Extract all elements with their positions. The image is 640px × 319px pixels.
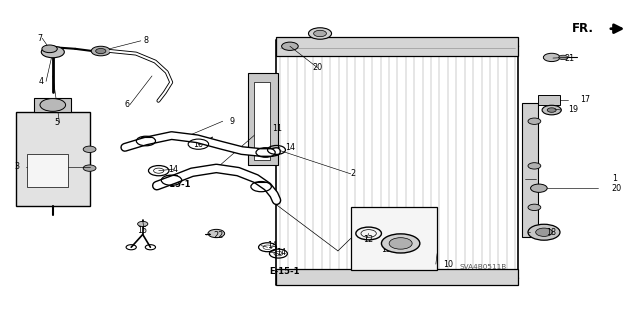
Text: 1: 1 xyxy=(612,174,618,183)
Bar xyxy=(276,37,518,56)
Bar xyxy=(16,112,90,206)
Circle shape xyxy=(208,229,225,238)
Text: 20: 20 xyxy=(312,63,323,72)
Text: 17: 17 xyxy=(580,95,591,104)
Circle shape xyxy=(536,228,552,236)
Circle shape xyxy=(531,184,547,192)
Text: 9: 9 xyxy=(229,117,234,126)
Circle shape xyxy=(40,99,66,111)
Text: 4: 4 xyxy=(38,77,44,86)
Circle shape xyxy=(92,46,110,56)
Text: 14: 14 xyxy=(285,143,295,152)
Circle shape xyxy=(528,224,560,240)
Text: 16: 16 xyxy=(193,140,204,149)
Circle shape xyxy=(559,55,568,60)
Text: 19: 19 xyxy=(568,105,578,114)
Text: 14: 14 xyxy=(276,248,287,256)
Circle shape xyxy=(528,118,541,124)
Text: 18: 18 xyxy=(546,228,556,237)
Text: 8: 8 xyxy=(144,36,149,45)
Circle shape xyxy=(314,30,326,37)
Bar xyxy=(538,95,560,105)
Text: 11: 11 xyxy=(272,124,282,133)
Text: 22: 22 xyxy=(213,231,223,240)
Text: 2: 2 xyxy=(351,169,356,178)
Circle shape xyxy=(282,42,298,50)
Bar xyxy=(254,82,270,160)
Circle shape xyxy=(543,53,560,62)
Circle shape xyxy=(528,163,541,169)
Circle shape xyxy=(528,204,541,211)
Bar xyxy=(27,154,68,187)
Text: 21: 21 xyxy=(564,54,575,63)
Circle shape xyxy=(41,46,65,58)
Bar xyxy=(276,269,518,285)
Text: 10: 10 xyxy=(444,260,454,269)
Text: 14: 14 xyxy=(268,241,278,250)
Circle shape xyxy=(138,221,148,226)
Circle shape xyxy=(308,28,332,39)
Bar xyxy=(351,207,437,270)
Bar xyxy=(522,103,538,237)
Circle shape xyxy=(381,234,420,253)
Text: 20: 20 xyxy=(611,184,621,193)
Text: 7: 7 xyxy=(37,34,42,43)
Text: 6: 6 xyxy=(125,100,130,109)
Circle shape xyxy=(542,105,561,115)
Text: E-15-1: E-15-1 xyxy=(269,267,300,276)
Bar xyxy=(35,98,71,112)
Text: 14: 14 xyxy=(168,165,178,174)
Circle shape xyxy=(42,45,58,53)
Circle shape xyxy=(96,48,106,54)
Text: 3: 3 xyxy=(14,162,19,171)
Text: 12: 12 xyxy=(363,235,373,244)
Text: FR.: FR. xyxy=(572,22,593,35)
Text: 13: 13 xyxy=(381,245,391,254)
Circle shape xyxy=(389,238,412,249)
Bar xyxy=(248,73,278,166)
Text: SVA4B0511B: SVA4B0511B xyxy=(460,264,507,270)
Circle shape xyxy=(547,108,556,112)
Circle shape xyxy=(83,165,96,171)
Text: E-15-1: E-15-1 xyxy=(160,180,191,189)
Circle shape xyxy=(83,146,96,152)
Text: 5: 5 xyxy=(54,118,60,127)
Text: 15: 15 xyxy=(138,226,148,235)
